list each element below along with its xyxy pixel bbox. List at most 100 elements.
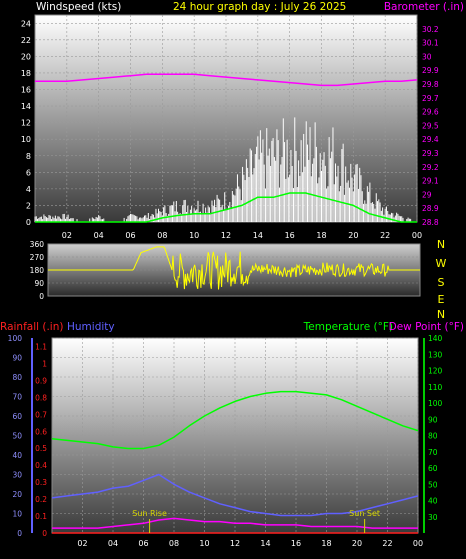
wind-hour-tick-6: 14 bbox=[253, 231, 263, 240]
wind-hour-tick-9: 20 bbox=[348, 231, 358, 240]
wind-hour-tick-labels: 02 04 06 08 10 12 14 16 18 20 22 00 bbox=[62, 231, 422, 240]
barometer-axis-label: Barometer (.in) bbox=[384, 1, 464, 13]
barometer-tick-11: 29.9 bbox=[422, 66, 439, 75]
temp-hour-tick-8: 18 bbox=[321, 539, 331, 548]
wind-hour-tick-7: 16 bbox=[285, 231, 295, 240]
windspeed-tick-12: 24 bbox=[21, 19, 31, 28]
temperature-tick-1: 40 bbox=[428, 497, 438, 506]
barometer-tick-4: 29.2 bbox=[422, 163, 439, 172]
barometer-line bbox=[35, 73, 418, 87]
temp-hour-tick-1: 04 bbox=[108, 539, 118, 548]
barometer-tick-6: 29.4 bbox=[422, 135, 439, 144]
rainfall-tick-2: 0.2 bbox=[35, 495, 47, 504]
humidity-tick-4: 40 bbox=[12, 451, 22, 460]
windspeed-tick-9: 18 bbox=[21, 69, 31, 78]
humidity-tick-2: 20 bbox=[12, 490, 22, 499]
compass-label-0: N bbox=[437, 238, 445, 251]
humidity-tick-6: 60 bbox=[12, 412, 22, 421]
rainfall-axis-label: Rainfall (.in) bbox=[0, 321, 63, 333]
temperature-axis-label: Temperature (°F) bbox=[303, 321, 393, 333]
barometer-tick-8: 29.6 bbox=[422, 108, 439, 117]
windspeed-tick-4: 8 bbox=[26, 152, 31, 161]
temperature-tick-labels: 30 40 50 60 70 80 90 100 110 120 130 140 bbox=[428, 334, 443, 522]
humidity-tick-10: 100 bbox=[8, 334, 23, 343]
temp-hour-tick-11: 00 bbox=[413, 539, 423, 548]
temp-hour-tick-4: 10 bbox=[199, 539, 209, 548]
barometer-tick-0: 28.8 bbox=[422, 218, 439, 227]
temperature-tick-3: 60 bbox=[428, 464, 438, 473]
rainfall-tick-9: 0.9 bbox=[35, 376, 47, 385]
windspeed-tick-3: 6 bbox=[26, 168, 31, 177]
temp-hour-tick-10: 22 bbox=[382, 539, 392, 548]
humidity-line bbox=[51, 473, 419, 517]
barometer-tick-14: 30.2 bbox=[422, 25, 439, 34]
rainfall-tick-5: 0.5 bbox=[35, 444, 47, 453]
wind-hour-tick-5: 12 bbox=[221, 231, 231, 240]
graph-title: 24 hour graph day : July 26 2025 bbox=[173, 1, 346, 13]
wind-hour-tick-10: 22 bbox=[380, 231, 390, 240]
rainfall-tick-8: 0.8 bbox=[35, 393, 47, 402]
barometer-tick-13: 30.1 bbox=[422, 39, 439, 48]
rainfall-tick-0: 0 bbox=[42, 529, 47, 538]
barometer-tick-9: 29.7 bbox=[422, 94, 439, 103]
temp-hour-tick-3: 08 bbox=[169, 539, 179, 548]
temperature-tick-7: 100 bbox=[428, 399, 443, 408]
temp-hour-tick-6: 14 bbox=[260, 539, 270, 548]
direction-tick-2: 180 bbox=[30, 266, 45, 275]
windspeed-tick-5: 10 bbox=[21, 135, 31, 144]
compass-label-4: N bbox=[437, 308, 445, 321]
barometer-tick-labels: 28.8 28.9 29 29.1 29.2 29.3 29.4 29.5 29.6 29.7 29… bbox=[422, 25, 439, 227]
rainfall-tick-11: 1.1 bbox=[35, 342, 47, 351]
dewpoint-line bbox=[52, 517, 418, 529]
wind-average-line bbox=[35, 192, 417, 223]
barometer-tick-7: 29.5 bbox=[422, 121, 439, 130]
temperature-tick-4: 70 bbox=[428, 448, 438, 457]
wind-hour-tick-8: 18 bbox=[316, 231, 326, 240]
humidity-tick-3: 30 bbox=[12, 471, 22, 480]
barometer-tick-10: 29.8 bbox=[422, 80, 439, 89]
temperature-line bbox=[51, 390, 419, 450]
compass-label-1: W bbox=[436, 257, 447, 270]
barometer-tick-3: 29.1 bbox=[422, 177, 439, 186]
barometer-tick-1: 28.9 bbox=[422, 204, 439, 213]
rainfall-tick-1: 0.1 bbox=[35, 512, 47, 521]
humidity-tick-7: 70 bbox=[12, 393, 22, 402]
wind-direction-line bbox=[48, 246, 420, 290]
sun-annotations: Sun Rise Sun Set bbox=[132, 509, 380, 533]
temp-hour-tick-5: 12 bbox=[230, 539, 240, 548]
temperature-tick-5: 80 bbox=[428, 432, 438, 441]
direction-tick-0: 0 bbox=[39, 292, 44, 301]
windspeed-axis-label: Windspeed (kts) bbox=[36, 1, 121, 13]
temperature-tick-2: 50 bbox=[428, 480, 438, 489]
windspeed-tick-10: 20 bbox=[21, 52, 31, 61]
windspeed-tick-8: 16 bbox=[21, 86, 31, 95]
wind-hour-tick-1: 04 bbox=[94, 231, 104, 240]
temperature-tick-6: 90 bbox=[428, 415, 438, 424]
rainfall-tick-4: 0.4 bbox=[35, 461, 47, 470]
rainfall-tick-7: 0.7 bbox=[35, 410, 47, 419]
humidity-tick-5: 50 bbox=[12, 432, 22, 441]
dewpoint-axis-label: Dew Point (°F) bbox=[389, 321, 464, 333]
windspeed-tick-6: 12 bbox=[21, 119, 31, 128]
temp-hour-tick-9: 20 bbox=[352, 539, 362, 548]
temp-hour-tick-0: 02 bbox=[77, 539, 87, 548]
barometer-tick-2: 29 bbox=[422, 190, 432, 199]
wind-panel-marks bbox=[34, 73, 418, 223]
temp-hour-tick-2: 06 bbox=[138, 539, 148, 548]
temperature-tick-11: 140 bbox=[428, 334, 443, 343]
barometer-tick-12: 30 bbox=[422, 52, 432, 61]
wind-hour-tick-0: 02 bbox=[62, 231, 72, 240]
temperature-tick-10: 130 bbox=[428, 350, 443, 359]
direction-tick-1: 90 bbox=[34, 279, 44, 288]
temp-hour-tick-7: 16 bbox=[291, 539, 301, 548]
temperature-tick-0: 30 bbox=[428, 513, 438, 522]
sun-label-0: Sun Rise bbox=[132, 509, 167, 518]
temp-panel-marks bbox=[51, 390, 419, 534]
direction-panel-marks bbox=[48, 246, 420, 290]
wind-hour-tick-3: 08 bbox=[157, 231, 167, 240]
rainfall-tick-3: 0.3 bbox=[35, 478, 47, 487]
humidity-axis-label: Humidity bbox=[67, 321, 115, 333]
